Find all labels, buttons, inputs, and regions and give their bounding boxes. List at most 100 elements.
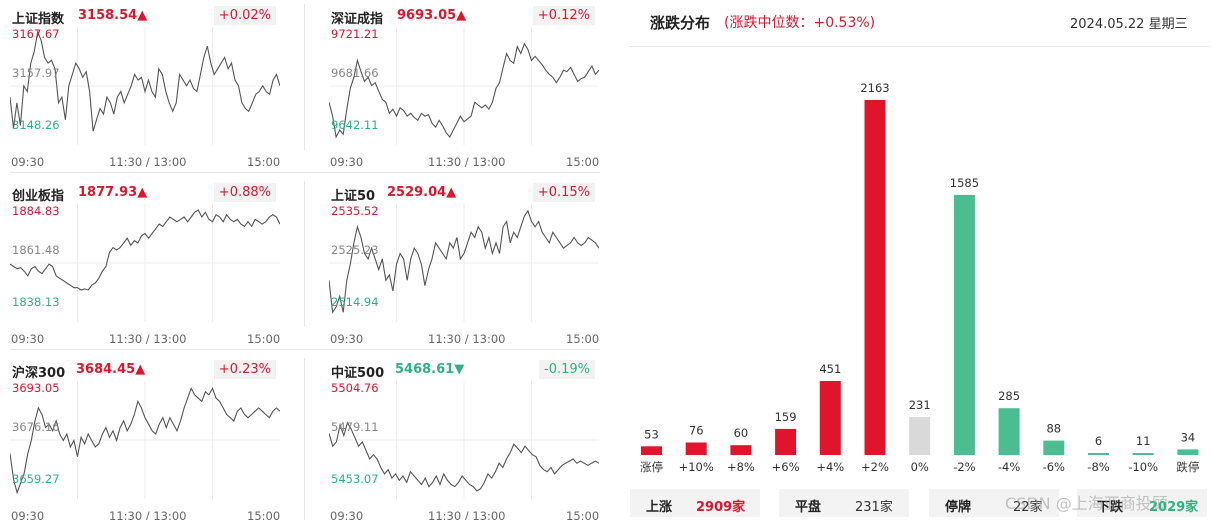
time-noon-label: 11:30 / 13:00 (428, 332, 506, 346)
price-low-label: 5453.07 (331, 472, 379, 486)
divider (630, 46, 1210, 47)
distribution-bar (775, 428, 797, 455)
index-card-chinext[interactable]: 创业板指 1877.93▲ +0.88% 1884.83 1861.48 1838.13 0… (10, 182, 280, 346)
time-close-label: 15:00 (566, 155, 600, 169)
distribution-bar (864, 100, 886, 455)
price-line (329, 209, 599, 314)
index-change-badge: +0.15% (532, 183, 595, 202)
intraday-chart: 2535.52 2525.23 2514.94 09:30 11:30 / 13:00 1… (329, 204, 599, 346)
distribution-median: (涨跌中位数：+0.53%) (724, 15, 876, 31)
intraday-line-svg (329, 27, 599, 145)
index-name: 中证500 (331, 366, 385, 381)
time-noon-label: 11:30 / 13:00 (109, 155, 187, 169)
index-price-group: 3684.45▲ (76, 362, 145, 377)
index-change-badge: -0.19% (539, 360, 595, 379)
time-open-label: 09:30 (11, 155, 45, 169)
distribution-bar (1088, 453, 1109, 455)
index-name: 上证指数 (12, 12, 65, 27)
distribution-bar (909, 417, 931, 455)
intraday-line-svg (329, 204, 599, 322)
index-name: 创业板指 (12, 189, 65, 204)
bar-value-label: 6 (1095, 434, 1102, 448)
divider (304, 181, 305, 327)
time-open-label: 09:30 (330, 155, 364, 169)
price-mid-label: 2525.23 (331, 243, 379, 257)
time-noon-label: 11:30 / 13:00 (109, 509, 187, 520)
time-open-label: 09:30 (11, 332, 45, 346)
index-card-sse50[interactable]: 上证50 2529.04▲ +0.15% 2535.52 2525.23 2514.94 0… (329, 182, 599, 346)
time-open-label: 09:30 (11, 509, 45, 520)
bar-category-label: 涨停 (640, 460, 663, 474)
price-high-label: 5504.76 (331, 381, 379, 395)
divider (10, 172, 600, 173)
arrow-up-icon: ▲ (456, 8, 467, 23)
arrow-down-icon: ▼ (454, 362, 465, 377)
time-close-label: 15:00 (566, 332, 600, 346)
time-noon-label: 11:30 / 13:00 (428, 155, 506, 169)
index-change-badge: +0.02% (213, 6, 276, 25)
intraday-chart: 5504.76 5479.11 5453.07 09:30 11:30 / 13:00 1… (329, 381, 599, 520)
price-line (329, 421, 599, 492)
intraday-chart: 3167.67 3157.97 3148.26 09:30 11:30 / 13:00 1… (10, 27, 280, 169)
intraday-chart: 1884.83 1861.48 1838.13 09:30 11:30 / 13:00 1… (10, 204, 280, 346)
arrow-up-icon: ▲ (137, 8, 148, 23)
time-close-label: 15:00 (566, 509, 600, 520)
stat-halt-value: 22家 (1013, 500, 1043, 515)
bar-category-label: 跌停 (1176, 460, 1199, 474)
index-price-group: 9693.05▲ (397, 8, 466, 23)
index-header: 上证指数 3158.54▲ +0.02% (10, 5, 280, 27)
price-line (10, 209, 280, 291)
bar-category-label: 0% (911, 460, 929, 474)
bar-category-label: -8% (1087, 460, 1109, 474)
stat-flat: 平盘 231家 (779, 489, 909, 517)
intraday-chart: 9721.21 9681.66 9642.11 09:30 11:30 / 13:00 1… (329, 27, 599, 169)
time-close-label: 15:00 (247, 332, 281, 346)
arrow-up-icon: ▲ (446, 185, 457, 200)
price-mid-label: 1861.48 (12, 243, 60, 257)
index-card-csi300[interactable]: 沪深300 3684.45▲ +0.23% 3693.05 3676.16 3659.27… (10, 359, 280, 520)
price-line (10, 30, 280, 132)
time-open-label: 09:30 (330, 509, 364, 520)
index-card-csi500[interactable]: 中证500 5468.61▼ -0.19% 5504.76 5479.11 5453.07… (329, 359, 599, 520)
index-change-badge: +0.12% (532, 6, 595, 25)
index-card-shenzhen[interactable]: 深证成指 9693.05▲ +0.12% 9721.21 9681.66 9642.11 0… (329, 5, 599, 169)
distribution-bar (1177, 449, 1199, 455)
bar-value-label: 34 (1181, 430, 1196, 444)
distribution-chart: 53 涨停 76 +10% 60 +8% 159 +6% 451 +4% 2163 +2% 231 0% 1… (640, 81, 1199, 474)
bar-value-label: 285 (998, 389, 1020, 403)
price-high-label: 1884.83 (12, 204, 60, 218)
index-change-badge: +0.23% (213, 360, 276, 379)
stat-up: 上涨 2909家 (630, 489, 760, 517)
index-price: 3684.45 (76, 362, 136, 377)
price-line (10, 387, 280, 495)
index-header: 创业板指 1877.93▲ +0.88% (10, 182, 280, 204)
stat-up-label: 上涨 (646, 500, 673, 515)
time-open-label: 09:30 (330, 332, 364, 346)
index-price: 2529.04 (387, 185, 447, 200)
price-high-label: 2535.52 (331, 204, 379, 218)
trade-date: 2024.05.22 星期三 (1070, 17, 1188, 32)
distribution-title: 涨跌分布 (650, 14, 711, 32)
price-mid-label: 3676.16 (12, 420, 60, 434)
bar-category-label: +4% (816, 460, 844, 474)
bar-value-label: 60 (734, 426, 749, 440)
bar-value-label: 451 (819, 362, 841, 376)
arrow-up-icon: ▲ (137, 185, 148, 200)
distribution-bar (998, 408, 1020, 455)
distribution-bar (1132, 453, 1154, 455)
intraday-line-svg (10, 204, 280, 322)
distribution-bar (730, 445, 752, 455)
index-card-shanghai[interactable]: 上证指数 3158.54▲ +0.02% 3167.67 3157.97 3148.26 0… (10, 5, 280, 169)
intraday-line-svg (10, 381, 280, 499)
distribution-bar (953, 194, 975, 455)
index-price: 5468.61 (395, 362, 455, 377)
distribution-bar (1043, 440, 1065, 455)
index-price-group: 2529.04▲ (387, 185, 456, 200)
time-noon-label: 11:30 / 13:00 (109, 332, 187, 346)
bar-category-label: +10% (679, 460, 714, 474)
bar-value-label: 1585 (950, 176, 979, 190)
bar-category-label: -2% (953, 460, 975, 474)
index-price-group: 3158.54▲ (78, 8, 147, 23)
distribution-bar (685, 442, 707, 455)
